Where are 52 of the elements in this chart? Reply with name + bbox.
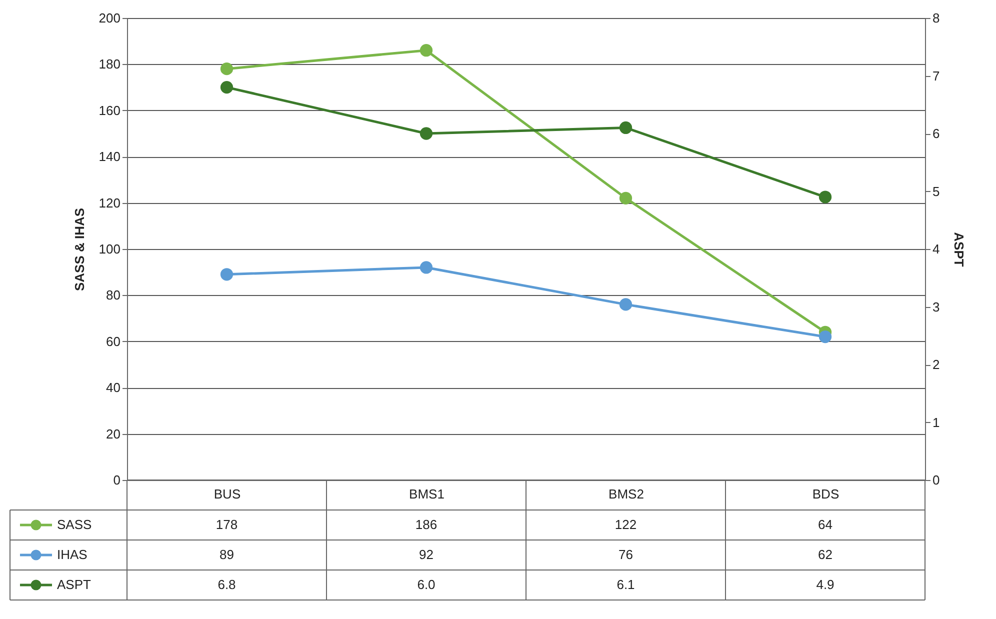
point	[619, 121, 632, 134]
point	[619, 298, 632, 311]
data-label: 62	[818, 547, 832, 562]
point	[420, 127, 433, 140]
point	[420, 44, 433, 57]
y2-tick-label: 0	[932, 472, 940, 488]
point	[818, 190, 832, 204]
y2-tick-label: 8	[932, 10, 940, 26]
data-label: 6.8	[218, 577, 236, 592]
data-label: 6.1	[616, 577, 635, 592]
y-tick-label: 40	[106, 380, 120, 396]
y2-tick-label: 7	[932, 68, 940, 84]
x-tick-label: BDS	[812, 486, 840, 502]
y-tick-label: 120	[98, 195, 120, 210]
legend-label: ASPT	[57, 577, 92, 592]
y-tick-label: 200	[98, 10, 120, 26]
y-tick-label: 20	[106, 426, 120, 442]
data-label: 4.9	[816, 577, 834, 592]
data-label: 89	[220, 547, 234, 562]
y2-axis-title: ASPT	[952, 232, 967, 267]
y-tick-label: 180	[98, 56, 120, 72]
point	[220, 80, 234, 94]
y2-tick-label: 1	[932, 414, 940, 430]
point	[220, 268, 234, 281]
data-label: 76	[618, 547, 633, 562]
y-axis-title: SASS & IHAS	[72, 208, 87, 292]
point	[619, 192, 632, 204]
data-label: 122	[614, 517, 637, 532]
data-label: 178	[216, 517, 238, 532]
y-tick-label: 0	[113, 472, 120, 488]
legend-label: SASS	[57, 517, 92, 532]
legend-label: IHAS	[57, 547, 88, 562]
data-label: 186	[415, 517, 438, 532]
data-label: 92	[419, 547, 434, 562]
y-tick-label: 140	[98, 149, 120, 164]
y2-tick-label: 2	[932, 357, 940, 372]
point	[420, 261, 433, 274]
y2-tick-label: 3	[932, 299, 940, 314]
data-label: 6.0	[417, 577, 436, 592]
x-tick-label: BMS1	[409, 486, 444, 502]
x-tick-label: BMS2	[608, 486, 644, 502]
y2-tick-label: 4	[932, 242, 940, 256]
y-tick-label: 100	[98, 242, 120, 256]
y2-tick-label: 5	[932, 184, 940, 199]
y-tick-label: 60	[106, 334, 120, 349]
point	[818, 330, 832, 344]
y2-tick-label: 6	[932, 126, 940, 141]
data-label: 64	[818, 517, 832, 532]
x-tick-label: BUS	[214, 486, 241, 502]
y-tick-label: 160	[98, 102, 120, 118]
point	[220, 62, 234, 76]
y-tick-label: 80	[106, 288, 120, 303]
